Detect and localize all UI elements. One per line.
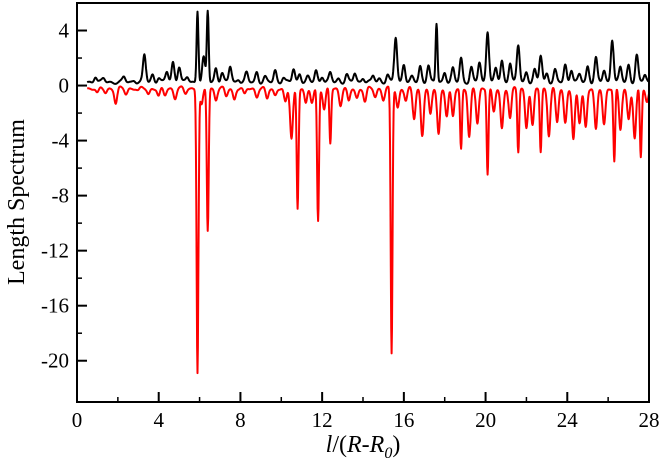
x-tick-label: 28 (639, 408, 660, 432)
series-line-0 (86, 9, 650, 85)
y-tick-label: 4 (59, 19, 70, 43)
y-tick-label: -4 (52, 129, 70, 153)
x-axis-label-subscript: 0 (384, 445, 392, 462)
y-tick-label: -8 (52, 184, 70, 208)
x-axis-label: l/(R-R0) (326, 432, 401, 462)
y-tick-label: 0 (59, 74, 70, 98)
x-axis-label-close: ) (392, 432, 400, 458)
x-tick-label: 8 (235, 408, 246, 432)
x-tick-label: 20 (475, 408, 496, 432)
series-line-1 (86, 85, 650, 375)
x-tick-label: 4 (153, 408, 164, 432)
y-tick-label: -16 (41, 294, 69, 318)
y-axis-label: Length Spectrum (4, 119, 30, 285)
x-axis-label-l: l (326, 432, 333, 458)
x-axis-label-r: R (346, 432, 362, 458)
series-layer (86, 9, 650, 375)
x-axis-label-r0: R (369, 432, 385, 458)
y-tick-label: -12 (41, 239, 69, 263)
x-tick-label: 24 (557, 408, 579, 432)
x-tick-label: 12 (312, 408, 333, 432)
x-tick-label: 0 (72, 408, 83, 432)
x-axis-ticks: 0 4 8 12 16 20 24 28 (72, 392, 660, 432)
x-axis-label-dash: - (362, 432, 370, 458)
y-axis-ticks: 4 0 -4 -8 -12 -16 -20 (41, 19, 87, 373)
y-tick-label: -20 (41, 349, 69, 373)
x-tick-label: 16 (393, 408, 414, 432)
x-axis-label-open: /( (332, 432, 347, 458)
